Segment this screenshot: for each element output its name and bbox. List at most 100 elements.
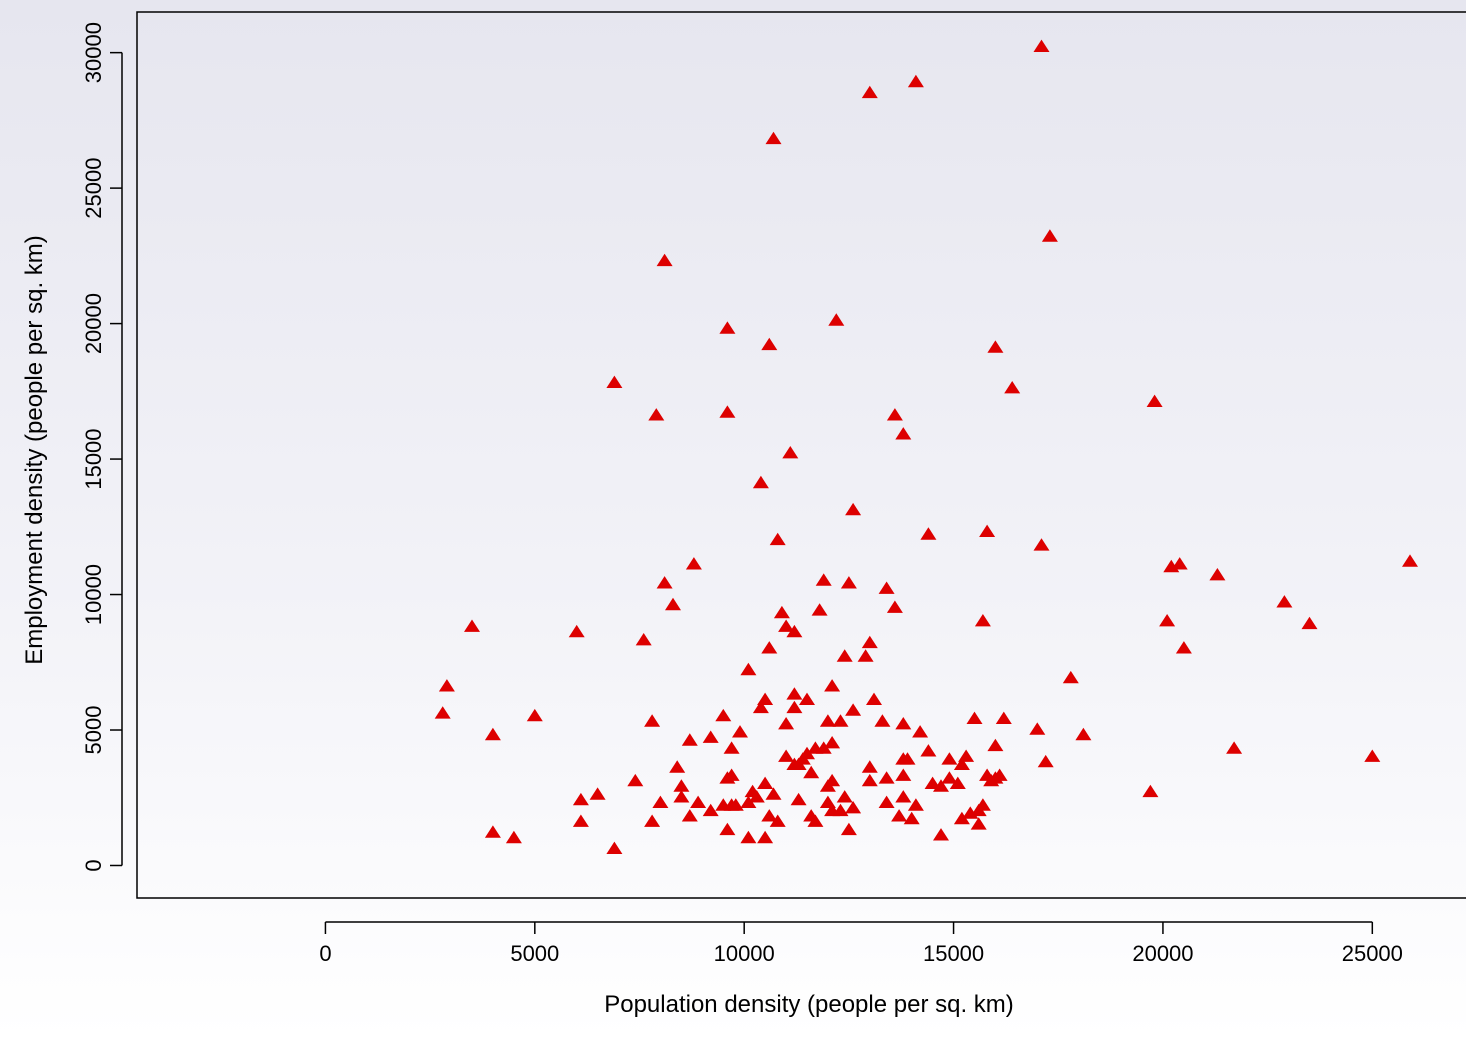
data-point: [740, 830, 757, 844]
data-point: [832, 714, 849, 727]
x-tick-label: 5000: [510, 941, 559, 966]
data-point: [920, 744, 937, 757]
data-point: [1037, 754, 1054, 768]
data-point: [1276, 595, 1293, 608]
data-point: [958, 749, 975, 762]
data-point: [991, 768, 1008, 781]
data-point: [669, 760, 686, 773]
data-point: [786, 687, 803, 700]
data-point: [572, 792, 589, 806]
data-point: [719, 405, 736, 418]
data-point: [464, 619, 480, 632]
data-point: [606, 375, 623, 388]
data-point: [1146, 394, 1163, 407]
data-point: [840, 576, 857, 589]
x-tick-label: 0: [319, 941, 331, 966]
data-point: [740, 662, 757, 676]
data-point: [899, 752, 916, 765]
data-point: [966, 711, 983, 724]
data-point: [832, 803, 849, 817]
data-point: [933, 828, 949, 841]
data-point: [1175, 641, 1192, 654]
data-point: [505, 830, 522, 844]
data-point: [974, 798, 991, 811]
data-point: [635, 633, 652, 646]
y-axis: 0 5000 10000 15000 20000 25000 30000: [81, 22, 123, 872]
data-point: [920, 527, 937, 540]
data-point: [681, 809, 698, 822]
data-point: [740, 795, 757, 808]
data-point: [907, 798, 924, 811]
data-point: [648, 408, 665, 421]
data-point: [803, 765, 820, 779]
data-point: [723, 741, 740, 754]
data-point: [886, 408, 903, 421]
data-point: [1041, 229, 1058, 242]
x-tick-label: 25000: [1342, 941, 1403, 966]
x-axis: 0 5000 10000 15000 20000 25000: [319, 921, 1403, 966]
x-axis-title: Population density (people per sq. km): [604, 991, 1014, 1018]
data-point: [778, 619, 795, 632]
data-point: [799, 746, 815, 760]
data-point: [1029, 722, 1046, 735]
data-point: [1159, 614, 1176, 627]
data-point: [690, 795, 707, 808]
data-point: [1142, 784, 1159, 798]
data-point: [1062, 670, 1079, 684]
data-point: [1226, 741, 1243, 754]
data-point: [987, 340, 1004, 353]
data-point: [1033, 538, 1050, 551]
data-point: [723, 768, 740, 781]
data-point: [1209, 568, 1226, 581]
data-point: [845, 502, 862, 516]
data-point: [757, 692, 774, 705]
y-tick-label: 25000: [81, 158, 106, 219]
data-point: [765, 787, 782, 800]
data-point: [895, 427, 912, 440]
data-point: [953, 757, 970, 770]
data-point: [995, 711, 1012, 724]
data-point: [895, 790, 912, 803]
data-point: [941, 752, 958, 765]
data-point: [949, 776, 966, 789]
data-point: [752, 475, 769, 489]
data-point: [673, 779, 690, 792]
data-point: [815, 741, 832, 754]
data-point: [656, 576, 673, 589]
data-point: [748, 790, 765, 803]
y-tick-label: 10000: [81, 564, 106, 625]
data-point: [924, 776, 941, 789]
data-point: [1004, 381, 1021, 394]
data-point: [878, 771, 895, 784]
data-point: [786, 700, 803, 714]
data-point: [903, 811, 920, 825]
data-point: [933, 779, 949, 792]
data-point: [761, 809, 778, 822]
data-point: [861, 85, 878, 99]
data-point: [757, 776, 774, 789]
data-point: [836, 649, 853, 662]
data-point: [836, 790, 853, 803]
data-point: [652, 795, 669, 808]
data-point: [866, 692, 882, 705]
data-point: [484, 825, 501, 838]
data-point: [861, 773, 878, 787]
data-point: [824, 679, 841, 692]
data-point: [1402, 554, 1418, 567]
data-point: [878, 581, 895, 594]
data-point: [438, 679, 455, 692]
data-point: [979, 524, 996, 537]
data-point: [811, 603, 828, 616]
data-point: [861, 760, 878, 773]
data-point: [824, 773, 841, 787]
y-tick-label: 30000: [81, 22, 106, 83]
data-point: [941, 771, 958, 784]
data-point: [807, 814, 824, 827]
data-point: [886, 600, 903, 613]
data-point: [727, 798, 744, 811]
data-point: [782, 446, 799, 459]
x-tick-label: 10000: [714, 941, 775, 966]
data-point: [878, 795, 895, 808]
data-point: [1033, 39, 1050, 52]
